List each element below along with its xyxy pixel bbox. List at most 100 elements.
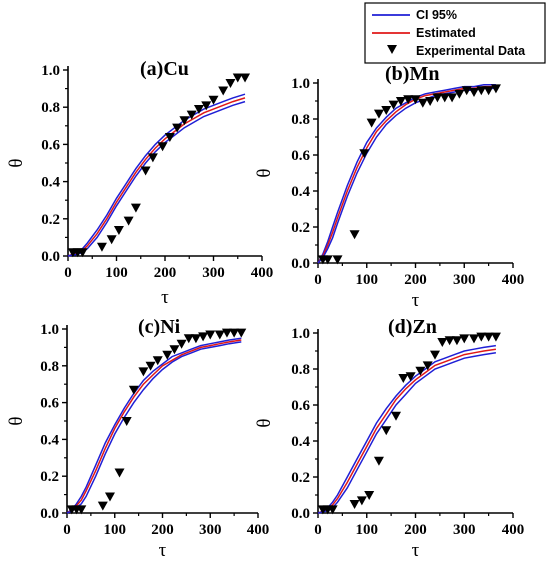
ci-upper-line-cu [67, 93, 246, 257]
experimental-point-cu [225, 79, 236, 89]
x-tick-label: 400 [502, 272, 525, 288]
panel-zn: 0 100 200 300 400 0.0 0.2 0.4 0.6 0.8 1.0 τ θ (d)Zn [254, 316, 524, 561]
experimental-point-cu [123, 216, 134, 226]
experimental-point-zn [469, 334, 479, 344]
x-tick-label: 100 [105, 265, 128, 281]
experimental-point-ni [152, 356, 163, 366]
y-tick-label: 0.2 [41, 212, 60, 228]
experimental-point-zn [364, 491, 375, 500]
experimental-point-zn [327, 505, 338, 515]
experimental-point-ni [183, 334, 194, 344]
y-tick-label: 0.6 [291, 148, 310, 164]
experimental-point-mn [483, 86, 494, 96]
experimental-point-zn [373, 456, 384, 466]
experimental-point-mn [447, 93, 458, 103]
y-axis-label-mn: θ [254, 168, 275, 177]
experimental-point-cu [140, 166, 151, 176]
y-tick-label: 0.2 [291, 470, 310, 486]
y-axis-label-zn: θ [254, 418, 275, 427]
x-tick-label: 0 [314, 272, 322, 288]
experimental-point-cu [218, 86, 229, 96]
y-tick-label: 0.8 [291, 112, 310, 128]
experimental-point-mn [332, 255, 343, 265]
experimental-point-zn [422, 361, 433, 371]
estimated-line-ni [66, 339, 242, 514]
y-axis-label-ni: θ [6, 416, 27, 425]
experimental-point-cu [232, 73, 243, 83]
experimental-point-ni [121, 417, 132, 426]
panel-title-cu: (a)Cu [140, 58, 189, 80]
experimental-point-mn [373, 109, 384, 119]
experimental-point-cu [240, 73, 251, 83]
experimental-point-mn [349, 230, 360, 240]
experimental-point-zn [490, 332, 501, 342]
experimental-point-mn [439, 93, 450, 103]
legend-label-estimated: Estimated [416, 26, 476, 40]
x-axis-label-zn: τ [412, 540, 420, 561]
y-tick-label: 0.2 [40, 469, 59, 485]
experimental-point-ni [214, 330, 225, 340]
panel-mn: 0 100 200 300 400 0.0 0.2 0.4 0.6 0.8 1.0 τ θ (b)Mn [254, 63, 524, 311]
experimental-point-cu [130, 203, 141, 213]
x-axis-label-ni: τ [159, 540, 167, 561]
y-tick-label: 0.8 [291, 362, 310, 378]
y-tick-label: 0.8 [41, 100, 60, 116]
experimental-point-mn [490, 84, 501, 94]
ci-upper-line-mn [317, 84, 496, 264]
x-tick-label: 0 [63, 522, 71, 538]
x-tick-label: 300 [453, 522, 476, 538]
experimental-point-mn [454, 89, 465, 99]
experimental-point-ni [145, 361, 156, 371]
experimental-point-zn [437, 338, 448, 347]
experimental-point-mn [366, 118, 377, 128]
y-tick-label: 0.4 [291, 434, 310, 450]
experimental-point-zn [356, 496, 367, 506]
experimental-point-zn [483, 332, 494, 342]
experimental-point-zn [381, 426, 392, 436]
experimental-point-zn [398, 374, 409, 383]
y-tick-label: 0.0 [41, 249, 60, 265]
legend-swatch-experimental-triangle-icon [387, 45, 397, 54]
experimental-point-mn [469, 88, 479, 97]
experimental-point-mn [395, 97, 406, 106]
legend-label-experimental: Experimental Data [416, 44, 526, 58]
experimental-point-cu [186, 110, 197, 120]
experimental-point-ni [138, 367, 149, 377]
x-tick-label: 0 [314, 522, 322, 538]
experimental-point-cu [77, 248, 88, 258]
experimental-point-mn [425, 97, 436, 106]
legend-item-ci: CI 95% [372, 8, 457, 22]
y-tick-label: 0.6 [291, 398, 310, 414]
x-tick-label: 300 [199, 522, 222, 538]
experimental-point-mn [403, 95, 414, 105]
x-tick-label: 100 [104, 522, 127, 538]
x-tick-label: 400 [247, 522, 270, 538]
experimental-point-zn [391, 411, 401, 421]
ci-upper-line-ni [66, 337, 242, 514]
experimental-point-cu [157, 142, 168, 152]
x-tick-label: 300 [453, 272, 476, 288]
experimental-point-cu [113, 225, 124, 235]
panel-title-mn: (b)Mn [385, 63, 439, 85]
experimental-point-ni [114, 468, 125, 478]
x-tick-label: 200 [151, 522, 174, 538]
x-axis-label-cu: τ [161, 287, 169, 308]
x-tick-label: 100 [356, 272, 379, 288]
experimental-point-zn [459, 334, 470, 344]
experimental-point-ni [97, 501, 108, 511]
experimental-point-mn [322, 255, 333, 265]
experimental-point-zn [476, 332, 487, 342]
experimental-point-cu [106, 235, 117, 245]
experimental-point-zn [444, 336, 455, 346]
x-tick-label: 0 [64, 265, 72, 281]
experimental-point-ni [176, 339, 187, 349]
experimental-point-ni [221, 328, 232, 338]
y-tick-label: 0.0 [40, 506, 59, 522]
experimental-point-mn [476, 86, 487, 96]
y-tick-label: 0.4 [291, 184, 310, 200]
experimental-point-zn [415, 366, 426, 376]
y-tick-label: 1.0 [41, 63, 60, 79]
experimental-point-ni [76, 505, 87, 515]
y-tick-label: 0.0 [291, 506, 310, 522]
